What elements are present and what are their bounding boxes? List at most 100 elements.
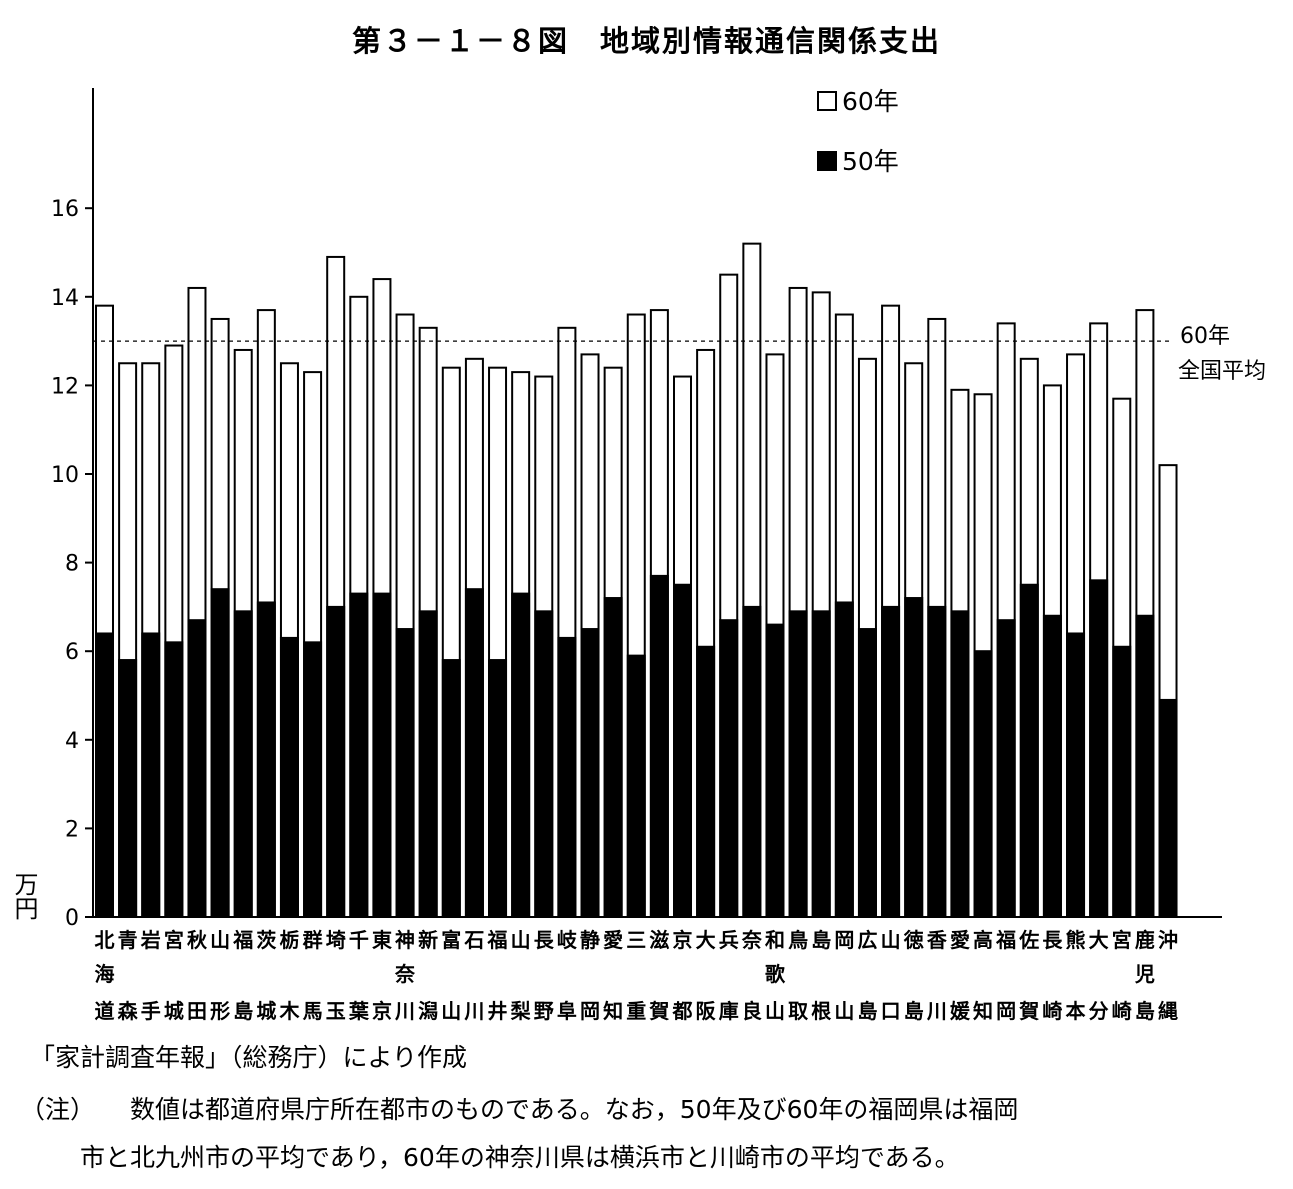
x-tick-label: 奈良 [741,928,763,1023]
bar-50 [1135,614,1155,918]
x-tick-char: 茨 [256,928,276,952]
x-tick-char: 奈 [741,928,763,952]
x-tick-char: 島 [811,928,831,952]
x-tick-label: 京都 [672,928,693,1023]
x-tick-char: 秋 [187,928,208,952]
x-tick-char: 静 [580,928,600,952]
bar-50 [603,597,623,918]
x-tick-label: 山梨 [511,928,532,1023]
bar-50 [488,659,508,918]
bar-50 [649,574,669,918]
x-tick-char: 崎 [1112,999,1132,1023]
bar-50 [811,610,831,919]
x-tick-label: 神奈川 [394,928,416,1023]
bar-50 [1158,698,1178,918]
bar-50 [372,592,392,918]
x-tick-label: 香川 [926,928,948,1023]
x-tick-label: 大分 [1089,928,1109,1023]
x-tick-char: 島 [904,999,924,1023]
x-tick-label: 沖縄 [1158,928,1178,1023]
bar-50 [233,610,253,919]
y-tick-label: 4 [65,729,79,754]
x-tick-label: 鹿児島 [1134,928,1155,1023]
y-tick-label: 8 [65,552,79,577]
bar-50 [349,592,369,918]
x-tick-label: 岐阜 [557,928,577,1023]
x-tick-char: 山 [834,999,854,1023]
x-tick-char: 宮 [1112,928,1132,952]
bar-50 [557,636,577,918]
x-tick-label: 島根 [811,928,831,1023]
bar-50 [210,588,230,918]
x-tick-char: 島 [1135,999,1155,1023]
x-tick-char: 海 [95,962,115,986]
bar-50 [696,645,716,919]
x-tick-char: 長 [1042,928,1063,952]
x-tick-label: 長崎 [1042,928,1063,1023]
x-tick-char: 愛 [603,928,623,952]
x-tick-char: 岩 [140,928,161,952]
x-tick-char: 島 [233,999,253,1023]
x-tick-char: 葉 [348,999,370,1023]
x-tick-char: 福 [995,928,1016,952]
bar-50 [719,619,739,918]
x-tick-label: 福岡 [995,928,1016,1023]
x-tick-char: 神 [395,928,415,952]
bar-50 [881,605,901,919]
x-tick-char: 北 [95,928,115,952]
x-tick-char: 福 [232,928,253,952]
x-tick-char: 青 [118,928,138,952]
x-tick-label: 鳥取 [788,928,808,1023]
bar-50 [118,659,138,918]
x-tick-char: 道 [95,999,115,1023]
x-tick-label: 山形 [210,928,230,1023]
x-axis-labels: 北海道青森岩手宮城秋田山形福島茨城栃木群馬埼玉千葉東京神奈川新潟富山石川福井山梨… [95,928,1179,1023]
x-tick-char: 阜 [557,999,577,1023]
x-tick-char: 栃 [279,928,299,952]
x-tick-char: 広 [857,928,877,952]
bar-50 [742,605,762,919]
bar-50 [973,650,993,918]
bar-50 [511,592,531,918]
x-tick-char: 媛 [949,999,971,1023]
x-tick-char: 沖 [1158,928,1178,952]
bar-50 [395,628,415,918]
x-tick-char: 賀 [648,999,669,1023]
x-tick-label: 宮崎 [1112,928,1132,1023]
chart-title: 第３－１－８図 地域別情報通信関係支出 [351,24,941,58]
x-tick-label: 滋賀 [648,928,669,1023]
bar-50 [1089,579,1109,918]
x-tick-label: 福井 [487,928,508,1023]
x-tick-label: 愛媛 [949,928,971,1023]
x-tick-char: 和 [765,928,785,952]
x-tick-label: 長野 [534,928,555,1023]
x-tick-char: 田 [187,999,207,1023]
x-tick-label: 三重 [626,928,646,1023]
y-tick-label: 0 [65,906,79,931]
y-tick-label: 2 [65,817,79,842]
x-tick-char: 福 [487,928,508,952]
x-tick-label: 富山 [441,928,461,1023]
x-tick-label: 茨城 [256,928,276,1023]
x-tick-char: 口 [881,999,901,1023]
legend: 60年 50年 [817,87,899,176]
x-tick-label: 熊本 [1066,928,1086,1023]
x-tick-label: 北海道 [95,928,115,1023]
x-tick-char: 岡 [834,928,854,952]
x-tick-char: 鳥 [788,928,808,952]
x-tick-char: 分 [1089,999,1109,1023]
x-tick-label: 新潟 [418,928,438,1023]
x-tick-char: 潟 [418,999,438,1023]
x-tick-char: 木 [278,999,300,1023]
x-tick-label: 高知 [973,928,993,1023]
bar-50 [788,610,808,919]
x-tick-label: 兵庫 [719,928,739,1023]
x-tick-char: 京 [372,999,392,1023]
x-tick-char: 知 [603,999,623,1023]
bar-50 [580,628,600,918]
x-tick-char: 野 [534,999,554,1023]
x-tick-char: 児 [1134,962,1155,986]
x-tick-char: 川 [463,999,484,1023]
bar-50 [1112,645,1132,919]
x-tick-char: 埼 [326,928,346,952]
